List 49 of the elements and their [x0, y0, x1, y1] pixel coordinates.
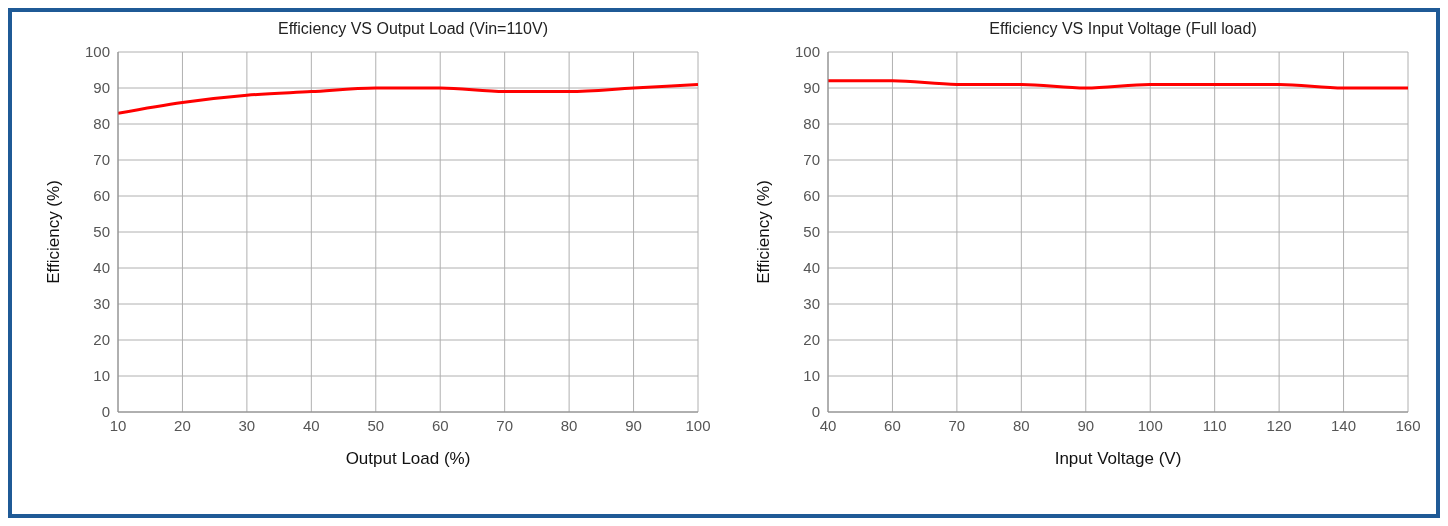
y-tick-label: 90	[93, 79, 110, 97]
y-tick-label: 50	[803, 223, 820, 241]
y-tick-label: 40	[93, 259, 110, 277]
y-tick-label: 60	[93, 187, 110, 205]
y-tick-label: 100	[794, 43, 820, 61]
y-tick-label: 20	[803, 331, 820, 349]
y-tick-label: 30	[93, 295, 110, 313]
x-tick-label: 40	[819, 416, 837, 434]
x-tick-label: 110	[1202, 416, 1227, 434]
x-tick-label: 30	[238, 416, 256, 434]
y-tick-label: 30	[803, 295, 820, 313]
y-tick-label: 40	[803, 259, 820, 277]
y-tick-label: 60	[803, 187, 820, 205]
x-tick-label: 80	[560, 416, 578, 434]
y-axis-title: Efficiency (%)	[754, 180, 774, 284]
x-tick-label: 140	[1331, 416, 1357, 434]
x-axis-title: Input Voltage (V)	[1054, 449, 1182, 468]
chart-title: Efficiency VS Input Voltage (Full load)	[988, 20, 1258, 39]
x-tick-label: 50	[367, 416, 385, 434]
y-tick-label: 70	[803, 151, 820, 169]
x-tick-label: 160	[1395, 416, 1421, 434]
y-tick-label: 80	[803, 115, 820, 133]
y-tick-label: 10	[93, 367, 110, 385]
y-tick-label: 0	[811, 403, 820, 421]
x-tick-label: 70	[948, 416, 966, 434]
x-tick-label: 10	[109, 416, 127, 434]
x-axis-title: Output Load (%)	[345, 449, 471, 468]
x-tick-label: 80	[1012, 416, 1030, 434]
y-tick-label: 70	[93, 151, 110, 169]
y-tick-label: 50	[93, 223, 110, 241]
chart-title: Efficiency VS Output Load (Vin=110V)	[277, 20, 549, 39]
x-tick-label: 100	[685, 416, 711, 434]
x-tick-label: 70	[496, 416, 514, 434]
y-tick-label: 100	[84, 43, 110, 61]
x-tick-label: 90	[625, 416, 642, 434]
y-tick-label: 90	[803, 79, 820, 97]
y-tick-label: 10	[803, 367, 820, 385]
x-tick-label: 100	[1137, 416, 1163, 434]
x-tick-label: 20	[174, 416, 191, 434]
x-tick-label: 60	[884, 416, 901, 434]
x-tick-label: 90	[1077, 416, 1095, 434]
y-axis-title: Efficiency (%)	[44, 180, 64, 284]
line-series	[118, 82, 698, 115]
x-tick-label: 120	[1266, 416, 1292, 434]
x-tick-label: 40	[302, 416, 320, 434]
y-tick-label: 80	[93, 115, 110, 133]
x-tick-label: 60	[431, 416, 449, 434]
y-tick-label: 20	[93, 331, 110, 349]
y-tick-label: 0	[101, 403, 110, 421]
